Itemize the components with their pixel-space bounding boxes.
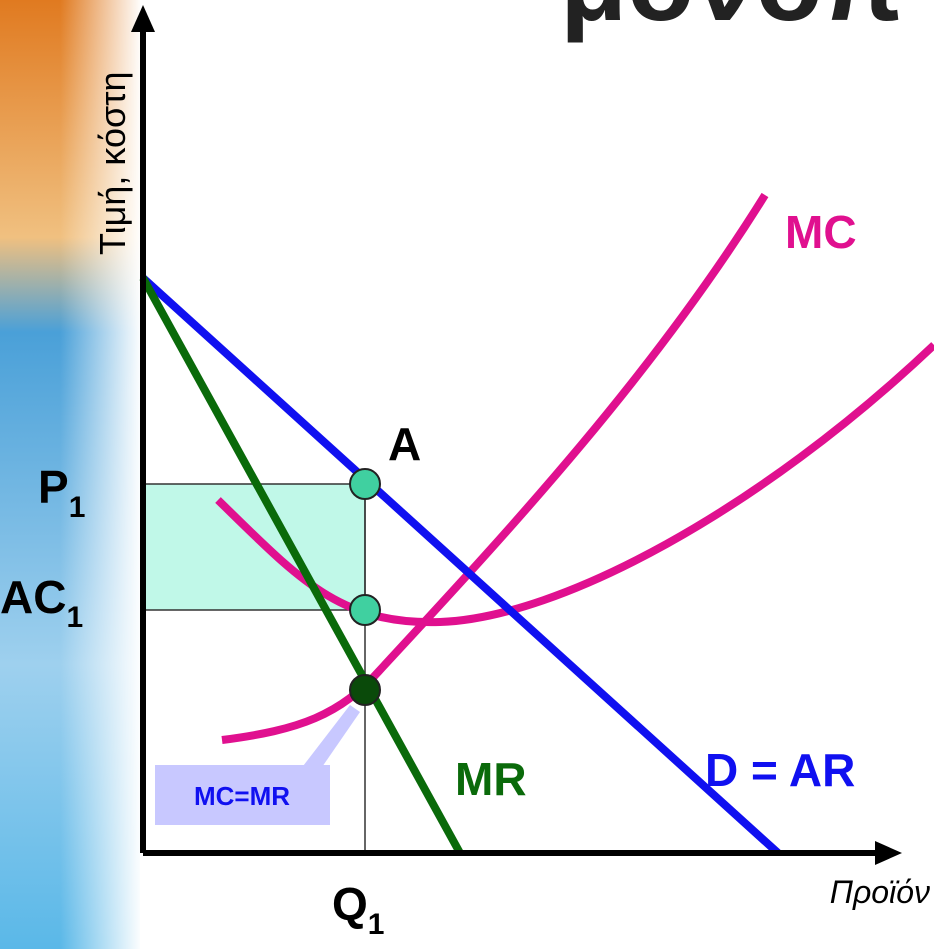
demand-label: D = AR bbox=[705, 744, 855, 796]
ac1-sub: 1 bbox=[66, 601, 83, 634]
p1-label: P1 bbox=[38, 461, 85, 524]
y-arrow bbox=[131, 5, 155, 32]
x-arrow bbox=[875, 841, 902, 865]
mc-curve bbox=[221, 192, 769, 744]
profit-area bbox=[142, 483, 366, 611]
y-axis-label: Τιμή, κόστη bbox=[92, 72, 133, 255]
title-fragment: μονοπ bbox=[560, 0, 904, 44]
callout-box bbox=[155, 765, 330, 825]
x-axis-label: Προϊόν bbox=[830, 874, 930, 910]
p1-sub: 1 bbox=[69, 491, 86, 524]
mc-label: MC bbox=[785, 206, 857, 258]
mr-line bbox=[139, 276, 464, 855]
a-label: A bbox=[388, 418, 421, 470]
ac-curve bbox=[215, 342, 934, 627]
ac1-main: AC bbox=[0, 571, 66, 623]
p1-main: P bbox=[38, 461, 69, 513]
point-a bbox=[349, 468, 381, 500]
mr-label: MR bbox=[455, 753, 527, 805]
ac1-label: AC1 bbox=[0, 571, 83, 634]
callout-pointer bbox=[300, 705, 360, 770]
q1-label: Q1 bbox=[332, 878, 384, 941]
demand-line bbox=[140, 275, 781, 856]
callout-text: MC=MR bbox=[194, 781, 290, 811]
q1-main: Q bbox=[332, 878, 368, 930]
background-fade bbox=[60, 0, 142, 949]
q1-sub: 1 bbox=[368, 908, 385, 941]
point-mc-mr bbox=[349, 674, 381, 706]
point-ac bbox=[349, 594, 381, 626]
